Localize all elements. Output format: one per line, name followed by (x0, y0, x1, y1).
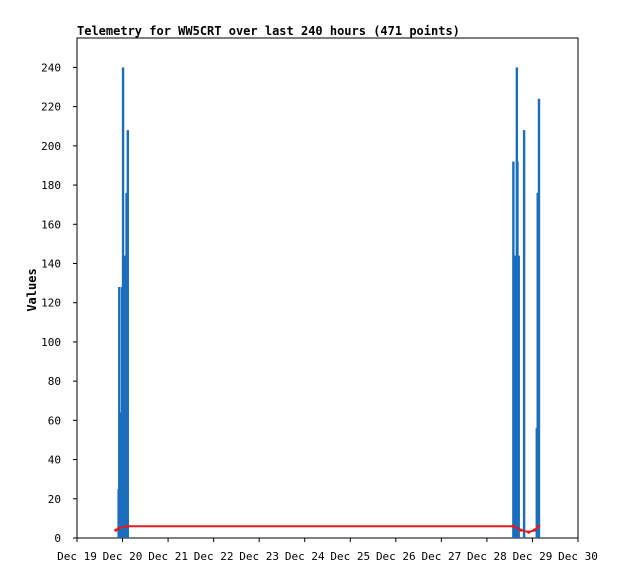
y-tick-label: 200 (41, 140, 61, 153)
y-tick-label: 60 (48, 414, 61, 427)
y-tick-label: 160 (41, 218, 61, 231)
x-tick-label: Dec 24 (285, 550, 325, 563)
plot-frame (76, 37, 579, 539)
x-tick-label: Dec 25 (330, 550, 370, 563)
y-tick-label: 140 (41, 257, 61, 270)
x-tick-label: Dec 30 (558, 550, 598, 563)
line-point (527, 530, 531, 534)
y-tick-label: 40 (48, 454, 61, 467)
bar (512, 161, 515, 538)
x-tick-label: Dec 23 (239, 550, 279, 563)
y-axis: 0 20 40 60 80 100 120 140 160 180 200 220 240 (41, 61, 77, 545)
y-tick-label: 80 (48, 375, 61, 388)
line-series (114, 524, 541, 534)
y-axis-label: Values (25, 268, 39, 311)
x-tick-label: Dec 20 (103, 550, 143, 563)
bar (125, 192, 128, 538)
bar (118, 287, 121, 538)
line-point (126, 524, 130, 528)
x-tick-label: Dec 19 (57, 550, 97, 563)
bar (514, 255, 517, 538)
y-tick-label: 240 (41, 61, 61, 74)
y-tick-label: 20 (48, 493, 61, 506)
y-tick-label: 180 (41, 179, 61, 192)
bar (517, 255, 520, 538)
x-tick-label: Dec 22 (194, 550, 234, 563)
bar (522, 130, 526, 538)
line-point (114, 528, 118, 532)
x-axis: Dec 19 Dec 20 Dec 21 Dec 22 Dec 23 Dec 24 Dec … (57, 538, 598, 563)
x-tick-label: Dec 26 (376, 550, 416, 563)
bar (537, 98, 541, 539)
chart-title: Telemetry for WW5CRT over last 240 hours… (77, 24, 460, 38)
x-tick-label: Dec 21 (148, 550, 188, 563)
x-tick-label: Dec 28 (467, 550, 507, 563)
line-point (519, 528, 523, 532)
bar (126, 130, 130, 538)
bar-series (117, 67, 541, 539)
x-tick-label: Dec 29 (513, 550, 553, 563)
y-tick-label: 100 (41, 336, 61, 349)
bar (516, 161, 519, 538)
y-tick-label: 120 (41, 297, 61, 310)
line-point (511, 524, 516, 528)
y-tick-label: 220 (41, 101, 61, 114)
bar (123, 255, 127, 538)
line-point (117, 526, 121, 530)
x-tick-label: Dec 27 (421, 550, 461, 563)
bar (536, 192, 539, 538)
line-point (537, 524, 541, 528)
line-point (532, 528, 536, 532)
y-tick-label: 0 (54, 532, 61, 545)
